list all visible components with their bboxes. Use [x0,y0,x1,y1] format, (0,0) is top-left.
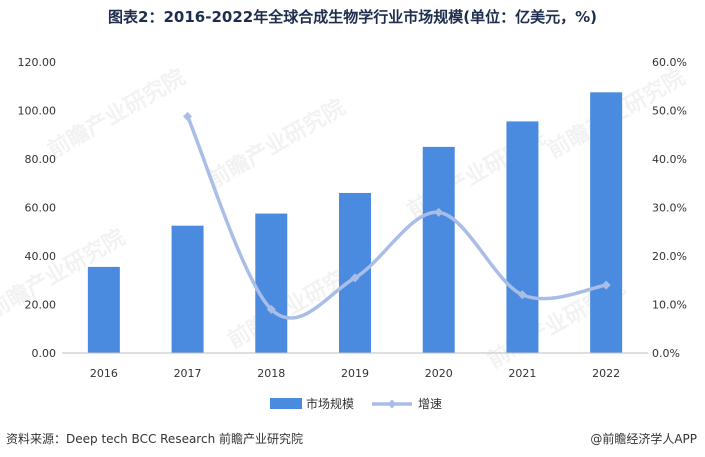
source-note: 资料来源：Deep tech BCC Research 前瞻产业研究院 [6,432,303,446]
growth-point-2017 [183,111,193,121]
growth-point-2022 [601,280,611,290]
x-tick-label: 2016 [90,367,118,380]
growth-point-2021 [517,290,527,300]
bar-2019 [339,192,371,353]
growth-point-2020 [434,207,444,217]
watermark-0: 前瞻产业研究院 [43,64,189,164]
left-tick-label: 40.00 [25,250,57,263]
bar-2022 [590,92,623,353]
left-tick-label: 60.00 [25,202,57,215]
bar-series [87,92,623,353]
left-axis-ticks: 0.00 20.00 40.00 60.00 80.00 100.00 120.00 [18,56,57,360]
left-tick-label: 20.00 [25,299,57,312]
bar-2020 [422,146,455,353]
legend-bar-label: 市场规模 [306,396,354,411]
bar-2017 [171,225,204,353]
legend: 市场规模 增速 [270,396,442,411]
left-tick-label: 100.00 [18,105,57,118]
bar-2021 [506,121,539,353]
brand-credit: @前瞻经济学人APP [590,432,697,446]
watermark-1: 前瞻产业研究院 [203,94,349,194]
left-tick-label: 0.00 [32,347,57,360]
legend-bar-swatch [270,398,302,409]
x-tick-label: 2017 [174,367,202,380]
left-tick-label: 120.00 [18,56,57,69]
right-tick-label: 20.0% [652,250,687,263]
right-tick-label: 50.0% [652,105,687,118]
chart-title: 图表2：2016-2022年全球合成生物学行业市场规模(单位：亿美元，%) [108,8,597,26]
x-tick-label: 2021 [508,367,536,380]
right-tick-label: 30.0% [652,202,687,215]
bar-2018 [255,213,288,353]
right-axis-ticks: 0.0% 10.0% 20.0% 30.0% 40.0% 50.0% 60.0% [652,56,687,360]
x-tick-label: 2022 [592,367,620,380]
x-axis-ticks: 2016 2017 2018 2019 2020 2021 2022 [90,367,620,380]
x-tick-label: 2018 [257,367,285,380]
line-series [183,111,611,320]
growth-point-2019 [350,273,360,283]
right-tick-label: 60.0% [652,56,687,69]
left-tick-label: 80.00 [25,153,57,166]
legend-line-marker [387,399,397,409]
bar-2016 [87,266,120,353]
right-tick-label: 40.0% [652,153,687,166]
growth-point-2018 [266,304,276,314]
x-tick-label: 2019 [341,367,369,380]
right-tick-label: 0.0% [652,347,680,360]
legend-line-label: 增速 [418,397,442,411]
right-tick-label: 10.0% [652,299,687,312]
x-tick-label: 2020 [425,367,453,380]
